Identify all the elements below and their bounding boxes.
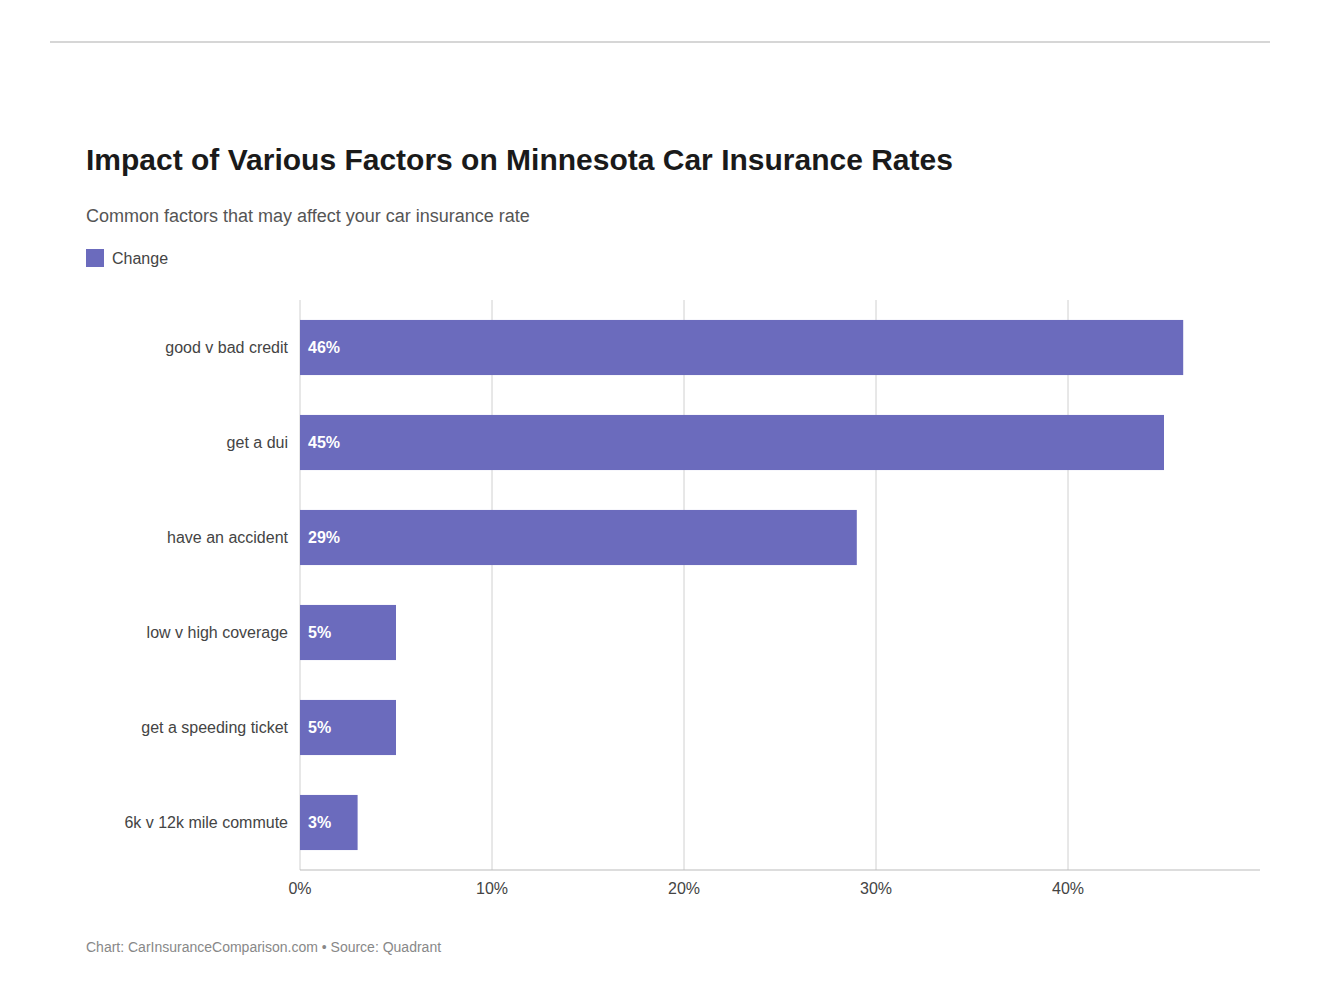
x-axis: 0% 10% 20% 30% 40%	[288, 870, 1260, 897]
x-tick-label: 20%	[668, 880, 700, 897]
y-tick-label: get a speeding ticket	[141, 719, 288, 736]
top-rule	[50, 41, 1270, 43]
bar	[300, 700, 396, 755]
y-tick-label: low v high coverage	[147, 624, 289, 641]
x-axis-line	[300, 870, 1260, 871]
data-label: 29%	[308, 529, 340, 546]
x-tick-label: 10%	[476, 880, 508, 897]
x-tick-label: 40%	[1052, 880, 1084, 897]
data-label: 46%	[308, 339, 340, 356]
data-label: 5%	[308, 624, 331, 641]
bars	[300, 320, 1183, 850]
grid-line	[1068, 300, 1069, 870]
y-tick-label: 6k v 12k mile commute	[124, 814, 288, 831]
legend-swatch	[86, 249, 104, 267]
grid-line	[300, 300, 301, 870]
bar	[300, 605, 396, 660]
data-label: 45%	[308, 434, 340, 451]
grid-line	[684, 300, 685, 870]
bar	[300, 320, 1183, 375]
y-tick-label: get a dui	[227, 434, 288, 451]
y-tick-label: have an accident	[167, 529, 289, 546]
legend: Change	[86, 249, 168, 267]
y-axis: good v bad credit get a dui have an accide…	[124, 339, 288, 831]
x-grid	[300, 300, 1068, 870]
legend-label: Change	[112, 250, 168, 267]
bar	[300, 510, 857, 565]
chart-root: Impact of Various Factors on Minnesota C…	[0, 0, 1320, 992]
title: Impact of Various Factors on Minnesota C…	[86, 143, 953, 176]
subtitle: Common factors that may affect your car …	[86, 206, 530, 226]
footer: Chart: CarInsuranceComparison.com • Sour…	[86, 939, 441, 955]
data-label: 5%	[308, 719, 331, 736]
x-tick-label: 30%	[860, 880, 892, 897]
x-tick-label: 0%	[288, 880, 311, 897]
data-labels: 46% 45% 29% 5% 5% 3%	[308, 339, 340, 831]
data-label: 3%	[308, 814, 331, 831]
chart-svg: Impact of Various Factors on Minnesota C…	[0, 0, 1320, 992]
grid-line	[492, 300, 493, 870]
bar	[300, 795, 358, 850]
grid-line	[876, 300, 877, 870]
bar	[300, 415, 1164, 470]
y-tick-label: good v bad credit	[165, 339, 288, 356]
